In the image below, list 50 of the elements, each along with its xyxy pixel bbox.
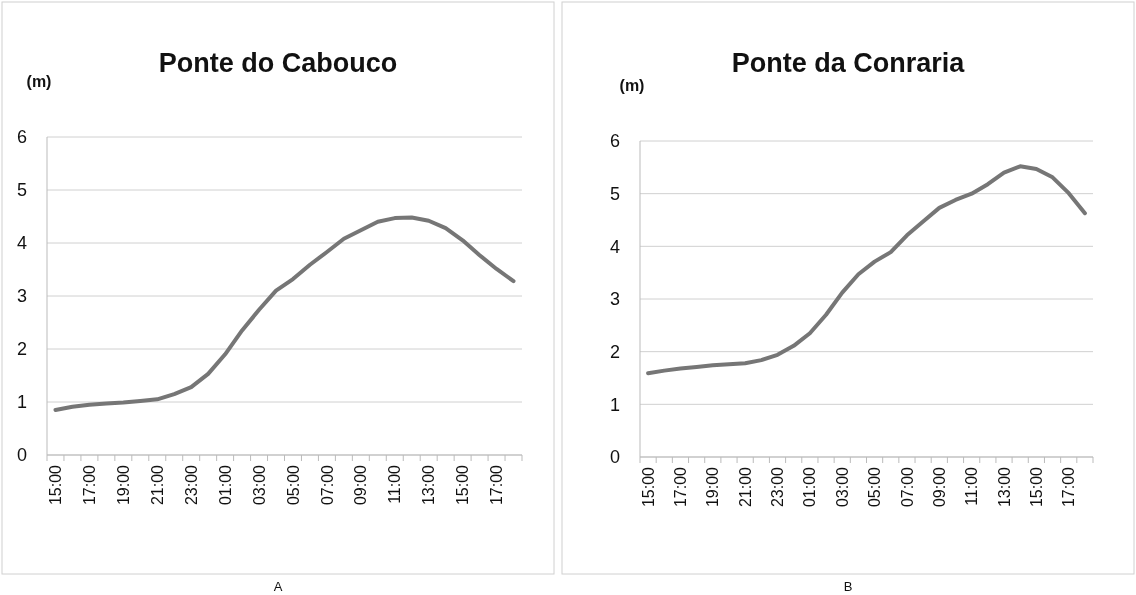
x-tick-label: 21:00 xyxy=(148,464,166,506)
y-tick-label: 4 xyxy=(609,236,620,257)
x-tick-label: 19:00 xyxy=(704,466,722,508)
line-series xyxy=(53,215,516,412)
x-tick-label: 05:00 xyxy=(866,466,884,508)
x-tick-label: 17:00 xyxy=(672,466,690,508)
x-tick-label: 17:00 xyxy=(488,464,506,506)
x-tick-label: 15:00 xyxy=(639,466,657,508)
y-tick-label: 5 xyxy=(609,183,620,204)
x-tick-label: 23:00 xyxy=(769,466,787,508)
x-tick-label: 23:00 xyxy=(182,464,200,506)
y-tick-label: 3 xyxy=(16,286,27,307)
x-tick-label: 07:00 xyxy=(318,464,336,506)
x-tick-label: 09:00 xyxy=(352,464,370,506)
y-tick-label: 3 xyxy=(609,289,620,310)
y-tick-label: 1 xyxy=(609,394,620,415)
y-axis-title: (m) xyxy=(26,73,52,90)
y-tick-label: 1 xyxy=(16,392,27,413)
x-tick-label: 11:00 xyxy=(386,464,404,504)
x-tick-label: 03:00 xyxy=(833,466,851,508)
x-tick-label: 15:00 xyxy=(47,464,65,506)
x-tick-label: 11:00 xyxy=(963,466,981,506)
x-tick-label: 15:00 xyxy=(1027,466,1045,508)
y-tick-label: 6 xyxy=(16,127,27,148)
y-tick-label: 0 xyxy=(609,447,620,468)
line-series xyxy=(646,164,1087,376)
chart-title: Ponte do Cabouco xyxy=(158,48,398,78)
x-tick-label: 19:00 xyxy=(114,464,132,506)
x-tick-label: 15:00 xyxy=(454,464,472,506)
chart-title: Ponte da Conraria xyxy=(731,48,966,78)
y-tick-label: 4 xyxy=(16,233,27,254)
x-tick-label: 13:00 xyxy=(995,466,1013,508)
x-tick-label: 17:00 xyxy=(1060,466,1078,508)
x-tick-label: 03:00 xyxy=(250,464,268,506)
x-tick-label: 07:00 xyxy=(898,466,916,508)
x-tick-label: 17:00 xyxy=(81,464,99,506)
y-tick-label: 0 xyxy=(16,445,27,466)
y-tick-label: 6 xyxy=(609,131,620,152)
x-tick-label: 21:00 xyxy=(736,466,754,508)
y-tick-label: 2 xyxy=(609,341,620,362)
x-tick-label: 05:00 xyxy=(284,464,302,506)
y-tick-label: 2 xyxy=(16,339,27,360)
x-tick-label: 01:00 xyxy=(801,466,819,508)
text: B xyxy=(843,579,853,594)
y-axis-title: (m) xyxy=(619,77,645,94)
y-tick-label: 5 xyxy=(16,180,27,201)
x-tick-label: 01:00 xyxy=(216,464,234,506)
text: A xyxy=(273,579,283,594)
x-tick-label: 09:00 xyxy=(930,466,948,508)
x-tick-label: 13:00 xyxy=(420,464,438,506)
